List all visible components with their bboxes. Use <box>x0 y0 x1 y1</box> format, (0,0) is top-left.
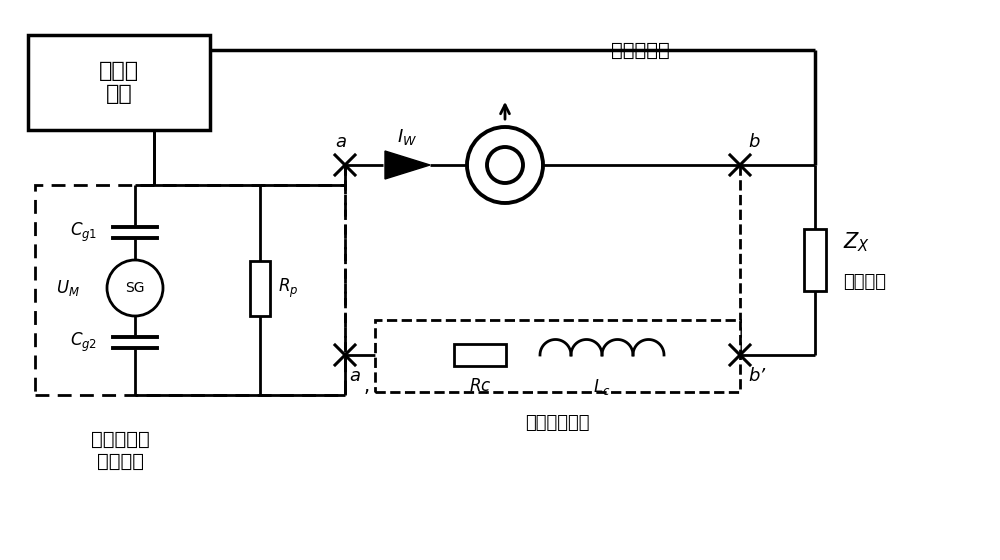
Bar <box>804 229 826 291</box>
Text: a: a <box>336 133 347 151</box>
Text: $C_{g2}$: $C_{g2}$ <box>70 330 97 353</box>
Text: 线缆等效阻抗: 线缆等效阻抗 <box>525 414 590 432</box>
Text: a: a <box>349 367 360 385</box>
Bar <box>250 260 270 315</box>
Text: SG: SG <box>125 281 145 295</box>
Text: b’: b’ <box>748 367 765 385</box>
Text: $U_M$: $U_M$ <box>56 278 80 298</box>
Text: $L_c$: $L_c$ <box>593 377 611 397</box>
Text: 待测阻抗: 待测阻抗 <box>843 273 886 291</box>
Text: $Z_X$: $Z_X$ <box>843 230 870 254</box>
Text: 频谱分
析仪: 频谱分 析仪 <box>99 61 139 104</box>
Bar <box>35 185 345 395</box>
Bar <box>28 35 210 130</box>
Text: b: b <box>748 133 759 151</box>
Text: 检测式探头: 检测式探头 <box>611 40 669 59</box>
Text: $C_{g1}$: $C_{g1}$ <box>70 221 97 244</box>
Text: ,: , <box>364 377 370 396</box>
Text: 信号发生器
组合电路: 信号发生器 组合电路 <box>91 430 149 470</box>
Bar <box>804 229 826 291</box>
Text: $I_W$: $I_W$ <box>397 127 417 147</box>
Bar <box>454 344 506 366</box>
Polygon shape <box>385 151 430 179</box>
Text: $R_p$: $R_p$ <box>278 277 298 300</box>
Text: $Rc$: $Rc$ <box>469 377 491 395</box>
Bar <box>375 320 740 392</box>
